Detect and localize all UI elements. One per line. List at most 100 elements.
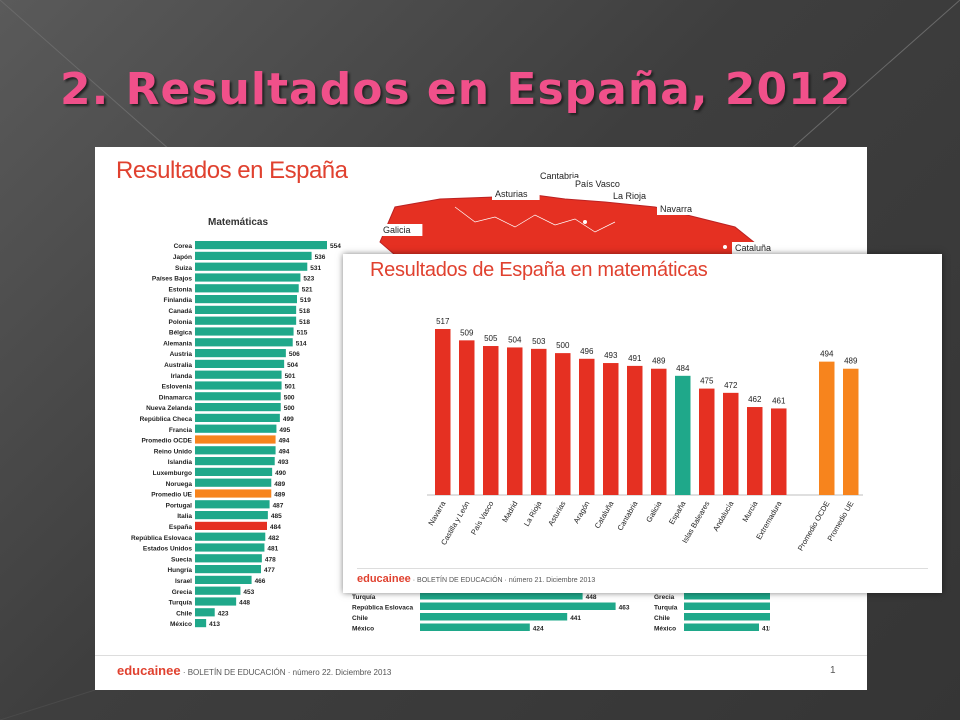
bar bbox=[651, 368, 667, 495]
bar bbox=[195, 359, 285, 368]
bar-category-label: Australia bbox=[164, 362, 192, 369]
bar-category-label: Alemania bbox=[163, 340, 192, 347]
bar-category-label: Portugal bbox=[166, 502, 193, 509]
bar-category-label: Corea bbox=[174, 243, 193, 250]
bar-category-label: Italia bbox=[177, 513, 192, 520]
bar bbox=[195, 305, 297, 314]
math-ranking-chart: Corea 554 Japón 536 Suiza 531 Países Bajos 523 E… bbox=[131, 241, 341, 628]
bar bbox=[435, 329, 451, 495]
bar bbox=[195, 500, 270, 509]
bar-value-label: 448 bbox=[239, 600, 250, 607]
bar-value-label: 491 bbox=[628, 354, 642, 363]
bar-category-label: Francia bbox=[169, 427, 193, 434]
slide-title: 2. Resultados en España, 2012 bbox=[60, 64, 852, 115]
x-tick-label: Madrid bbox=[500, 500, 519, 524]
bar-value-label: 504 bbox=[287, 362, 298, 369]
bar-category-label: Noruega bbox=[166, 481, 193, 488]
bar-value-label: 515 bbox=[297, 330, 308, 337]
bar-value-label: 484 bbox=[676, 364, 690, 373]
page1-footer: educainee · BOLETÍN DE EDUCACIÓN · númer… bbox=[117, 663, 391, 678]
map-region-shape bbox=[379, 194, 777, 256]
bar bbox=[195, 403, 281, 412]
bar-category-label: Dinamarca bbox=[159, 394, 193, 401]
fragment-bar bbox=[684, 613, 770, 621]
bar bbox=[771, 408, 787, 495]
bar-value-label: 531 bbox=[310, 265, 321, 272]
bar bbox=[195, 457, 275, 466]
bar-category-label: Hungría bbox=[167, 567, 192, 574]
bar-value-label: 423 bbox=[218, 610, 229, 617]
footer-divider bbox=[95, 655, 867, 656]
fragment-value-label: 463 bbox=[619, 605, 630, 612]
bar-value-label: 518 bbox=[299, 319, 310, 326]
x-tick-label: Andalucía bbox=[711, 499, 736, 533]
fragment-bar bbox=[420, 602, 616, 610]
bar-value-label: 485 bbox=[271, 513, 282, 520]
brand-logo: educainee bbox=[357, 573, 411, 585]
bar-value-label: 521 bbox=[302, 286, 313, 293]
bar bbox=[195, 575, 252, 584]
bar bbox=[195, 619, 207, 628]
fragment-value-label: 415 bbox=[762, 626, 770, 633]
bar bbox=[723, 392, 739, 495]
bar bbox=[195, 327, 294, 336]
bar-value-label: 509 bbox=[460, 328, 474, 337]
page-number: 1 bbox=[830, 665, 836, 676]
bar bbox=[195, 435, 276, 444]
fragment-row-label: República Eslovaca bbox=[352, 605, 413, 612]
map-region-label: Cantabria bbox=[540, 171, 579, 181]
bar bbox=[603, 363, 619, 495]
bar-value-label: 481 bbox=[267, 546, 278, 553]
fragment-row-label: México bbox=[352, 626, 374, 633]
bar bbox=[195, 316, 297, 325]
x-tick-label: Navarra bbox=[426, 499, 448, 527]
fragment-bar bbox=[420, 623, 530, 631]
bar-category-label: Estonia bbox=[169, 286, 193, 293]
bar-value-label: 514 bbox=[296, 340, 307, 347]
map-point bbox=[583, 220, 587, 224]
bar-value-label: 482 bbox=[268, 535, 279, 542]
map-region-label: País Vasco bbox=[575, 179, 620, 189]
bar bbox=[195, 543, 265, 552]
x-tick-label: País Vasco bbox=[469, 500, 495, 537]
page2-footer-text: · BOLETÍN DE EDUCACIÓN · número 21. Dici… bbox=[412, 577, 596, 584]
brand-logo: educainee bbox=[117, 663, 181, 678]
fragment-row-label: Chile bbox=[654, 615, 670, 622]
fragment-value-label: 441 bbox=[570, 615, 581, 622]
bar-category-label: Irlanda bbox=[171, 373, 193, 380]
bar-category-label: República Eslovaca bbox=[131, 535, 192, 542]
fragment-value-label: 448 bbox=[586, 594, 597, 601]
bar bbox=[195, 273, 301, 282]
bar bbox=[819, 361, 835, 495]
bar-category-label: Estados Unidos bbox=[143, 546, 193, 553]
map-label-bg bbox=[732, 242, 780, 254]
bar-category-label: Japón bbox=[173, 254, 192, 261]
bar-category-label: Luxemburgo bbox=[153, 470, 192, 477]
bar-value-label: 466 bbox=[255, 578, 266, 585]
x-tick-label: Cantabria bbox=[615, 499, 639, 532]
bar-category-label: Suecia bbox=[171, 556, 192, 563]
bar-value-label: 495 bbox=[279, 427, 290, 434]
map-label-bg bbox=[492, 188, 540, 200]
fragment-row-label: Grecia bbox=[654, 594, 675, 601]
bar bbox=[195, 349, 286, 358]
bar bbox=[675, 375, 691, 495]
bar-value-label: 413 bbox=[209, 621, 220, 628]
bar bbox=[555, 353, 571, 495]
bar-value-label: 489 bbox=[274, 492, 285, 499]
bar-category-label: Turquía bbox=[169, 600, 193, 607]
bar-value-label: 487 bbox=[273, 502, 284, 509]
bar-value-label: 536 bbox=[315, 254, 326, 261]
map-region-label: Galicia bbox=[383, 225, 411, 235]
bar-value-label: 489 bbox=[652, 357, 666, 366]
fragment-bar bbox=[420, 613, 568, 621]
x-tick-label: Asturias bbox=[546, 499, 567, 527]
bar bbox=[195, 489, 272, 498]
bar bbox=[195, 521, 267, 530]
bar-category-label: México bbox=[170, 621, 192, 628]
bar bbox=[507, 347, 523, 495]
map-label-bg bbox=[657, 203, 700, 215]
bar-category-label: Países Bajos bbox=[152, 276, 192, 283]
